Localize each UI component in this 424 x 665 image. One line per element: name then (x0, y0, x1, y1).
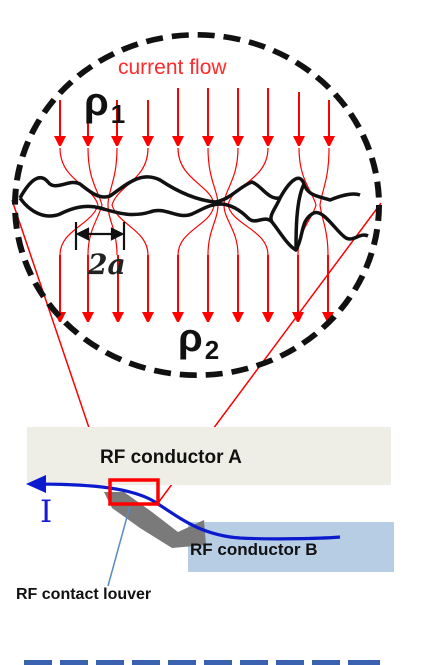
magnifier-circle (12, 32, 382, 378)
current-symbol-label: I (40, 494, 53, 530)
constriction-lines (59, 147, 330, 256)
rho2-symbol: ρ (178, 316, 203, 360)
rho2-label: ρ2 (178, 318, 219, 363)
rho1-label: ρ1 (84, 82, 125, 127)
contact-width-indicator (74, 222, 126, 250)
conductor-a-label: RF conductor A (100, 447, 242, 468)
current-flow-label: current flow (118, 56, 227, 79)
louver-label: RF contact louver (16, 586, 152, 603)
contact-highlight-box (108, 478, 160, 506)
contact-width-label: 2a (88, 248, 126, 281)
conductor-a-block (27, 427, 391, 485)
rho1-subscript: 1 (110, 99, 126, 129)
current-flow-lines (60, 88, 329, 318)
rough-interface (18, 175, 369, 252)
rho1-symbol: ρ (84, 80, 109, 124)
louver-pointer-line (107, 505, 131, 587)
bottom-dashes (24, 660, 380, 665)
current-path (26, 475, 341, 541)
conductor-b-block (188, 522, 394, 572)
rho2-subscript: 2 (204, 335, 220, 365)
conductor-b-label: RF conductor B (190, 540, 318, 559)
